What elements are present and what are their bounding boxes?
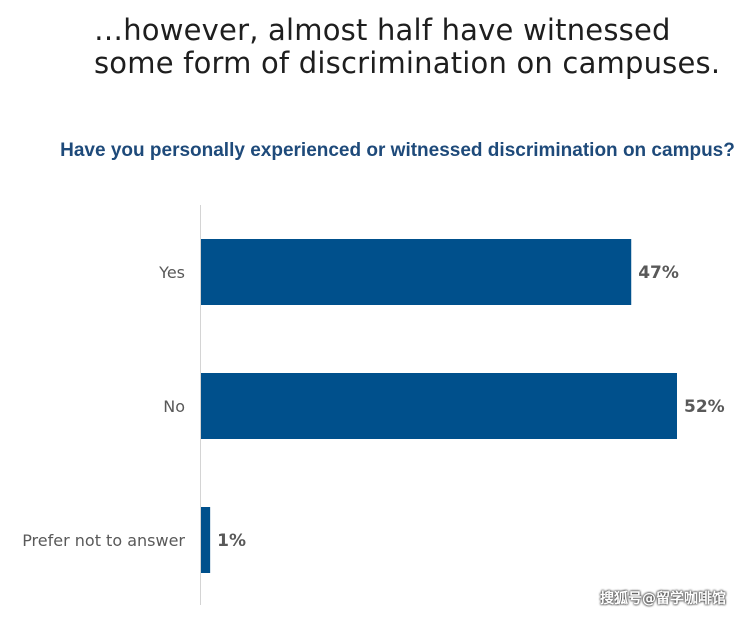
headline-line-2: some form of discrimination on campuses. [94, 46, 721, 80]
value-label-2: 1% [217, 531, 246, 551]
bar-2 [201, 507, 211, 573]
category-label-1: No [163, 397, 185, 416]
category-label-2: Prefer not to answer [22, 531, 185, 550]
bar-0 [201, 239, 632, 305]
category-axis [200, 205, 201, 605]
headline-line-1: …however, almost half have witnessed [94, 13, 671, 47]
value-label-1: 52% [684, 397, 725, 417]
page-headline: …however, almost half have witnessed som… [94, 14, 734, 80]
value-label-0: 47% [638, 263, 679, 283]
chart-title: Have you personally experienced or witne… [60, 140, 735, 161]
category-label-0: Yes [158, 263, 185, 282]
bar-1 [201, 373, 677, 439]
watermark: 搜狐号@留学咖啡馆 [600, 591, 726, 607]
